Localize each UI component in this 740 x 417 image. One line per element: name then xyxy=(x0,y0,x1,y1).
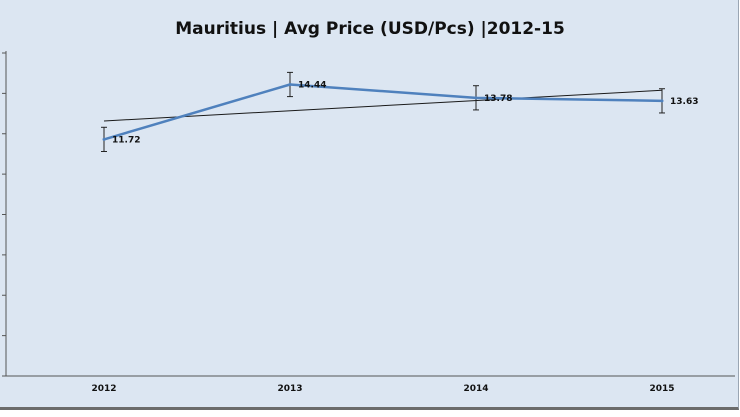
data-point xyxy=(288,82,292,86)
data-label: 13.78 xyxy=(484,94,512,104)
trendline xyxy=(103,89,663,122)
data-label: 13.63 xyxy=(670,97,698,107)
x-tick-label: 2012 xyxy=(91,384,116,394)
data-label: 14.44 xyxy=(298,80,326,90)
x-tick-label: 2015 xyxy=(649,384,674,394)
data-point xyxy=(102,137,106,141)
data-label: 11.72 xyxy=(112,135,140,145)
x-tick-label: 2013 xyxy=(277,384,302,394)
chart-title: Mauritius | Avg Price (USD/Pcs) |2012-15 xyxy=(175,19,565,39)
x-tick-label: 2014 xyxy=(463,384,488,394)
series-line xyxy=(103,83,663,141)
data-point xyxy=(474,96,478,100)
data-point xyxy=(660,99,664,103)
